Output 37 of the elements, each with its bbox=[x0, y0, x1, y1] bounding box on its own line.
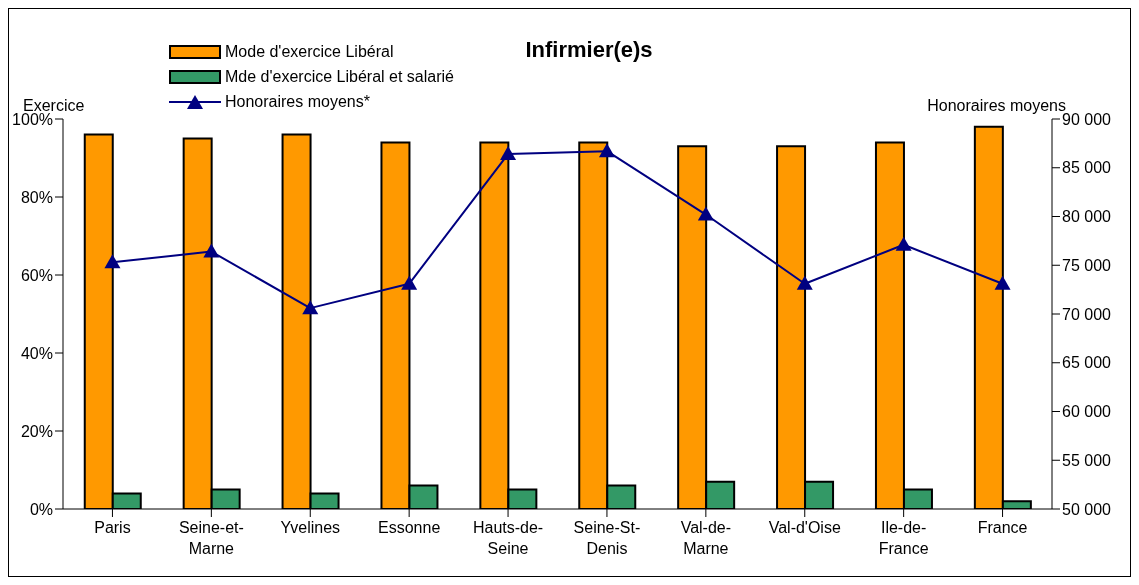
point bbox=[796, 275, 813, 290]
point bbox=[598, 143, 615, 158]
x-tick-label: France bbox=[977, 519, 1028, 536]
y-tick-label: 0% bbox=[29, 500, 53, 518]
y2-tick-label: 60 000 bbox=[1062, 403, 1112, 421]
x-tick-label: Val-de-Marne bbox=[680, 519, 732, 557]
y2-tick-label: 70 000 bbox=[1062, 305, 1112, 323]
point bbox=[500, 146, 517, 161]
x-tick-label: Seine-et-Marne bbox=[178, 519, 244, 557]
x-tick-label: Seine-St-Denis bbox=[573, 519, 641, 557]
point bbox=[697, 206, 714, 221]
point bbox=[895, 236, 912, 251]
x-tick-label: Essonne bbox=[378, 519, 441, 536]
legend-label: Mode d'exercice Libéral bbox=[225, 42, 394, 61]
x-tick-label: Hauts-de-Seine bbox=[472, 519, 544, 557]
chart-title: Infirmier(e)s bbox=[524, 37, 654, 63]
point bbox=[401, 275, 418, 290]
y2-tick-label: 55 000 bbox=[1062, 451, 1112, 469]
point bbox=[994, 275, 1011, 290]
point bbox=[104, 254, 121, 269]
y-tick-label: 60% bbox=[20, 266, 53, 284]
x-tick-label: Paris bbox=[94, 519, 131, 536]
x-tick-label: Yvelines bbox=[280, 519, 341, 536]
legend-label: Honoraires moyens* bbox=[225, 92, 370, 111]
y-tick-label: 80% bbox=[20, 188, 53, 206]
legend-label: Mde d'exercice Libéral et salarié bbox=[225, 67, 454, 86]
x-tick-label: Ile-de-France bbox=[878, 519, 929, 557]
y2-tick-label: 85 000 bbox=[1062, 159, 1112, 177]
y2-tick-label: 50 000 bbox=[1062, 500, 1112, 518]
y2-tick-label: 80 000 bbox=[1062, 208, 1112, 226]
y2-tick-label: 65 000 bbox=[1062, 354, 1112, 372]
y-tick-label: 20% bbox=[20, 422, 53, 440]
point bbox=[302, 300, 319, 315]
y-tick-label: 40% bbox=[20, 344, 53, 362]
y2-tick-label: 75 000 bbox=[1062, 256, 1112, 274]
point bbox=[203, 243, 220, 258]
x-tick-label: Val-d'Oise bbox=[768, 519, 841, 536]
